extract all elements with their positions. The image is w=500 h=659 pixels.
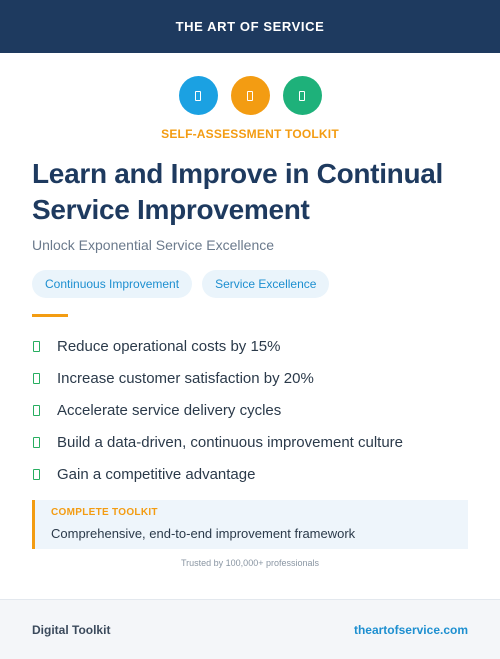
page-subtitle: Unlock Exponential Service Excellence	[32, 237, 275, 253]
check-icon	[33, 340, 40, 352]
footer-brand: Digital Toolkit	[32, 622, 111, 637]
list-item: Accelerate service delivery cycles	[32, 394, 472, 426]
tag-continuous-improvement[interactable]: Continuous Improvement	[32, 270, 193, 298]
top-banner: THE ART OF SERVICE	[0, 0, 500, 53]
tag-list: Continuous Improvement Service Excellenc…	[32, 270, 330, 298]
list-item: Reduce operational costs by 15%	[32, 330, 472, 362]
callout-label: COMPLETE TOOLKIT	[51, 507, 158, 518]
page-title: Learn and Improve in Continual Service I…	[32, 158, 444, 225]
list-item: Build a data-driven, continuous improvem…	[32, 426, 472, 458]
toolkit-callout: COMPLETE TOOLKIT Comprehensive, end-to-e…	[32, 500, 468, 549]
check-icon	[33, 372, 40, 384]
toolkit-kicker: SELF-ASSESSMENT TOOLKIT	[161, 127, 339, 141]
trust-note: Trusted by 100,000+ professionals	[180, 558, 319, 568]
benefit-text: Increase customer satisfaction by 20%	[57, 369, 314, 387]
icon-row	[0, 76, 500, 115]
list-item: Increase customer satisfaction by 20%	[32, 362, 472, 394]
green-badge-icon	[282, 76, 322, 115]
list-item: Gain a competitive advantage	[32, 458, 472, 490]
tag-service-excellence[interactable]: Service Excellence	[202, 270, 330, 298]
accent-divider	[32, 314, 68, 317]
benefit-text: Reduce operational costs by 15%	[57, 337, 281, 355]
footer: Digital Toolkit theartofservice.com	[0, 599, 500, 659]
website-link[interactable]: theartofservice.com	[353, 622, 468, 637]
check-icon	[33, 468, 40, 480]
benefit-text: Accelerate service delivery cycles	[57, 401, 282, 419]
benefit-list: Reduce operational costs by 15% Increase…	[32, 330, 472, 490]
blue-badge-icon	[178, 76, 218, 115]
check-icon	[33, 436, 40, 448]
benefit-text: Gain a competitive advantage	[57, 465, 256, 483]
check-icon	[33, 404, 40, 416]
orange-badge-icon	[230, 76, 270, 115]
callout-description: Comprehensive, end-to-end improvement fr…	[51, 526, 356, 541]
benefit-text: Build a data-driven, continuous improvem…	[57, 433, 404, 451]
banner-title: THE ART OF SERVICE	[175, 19, 325, 34]
